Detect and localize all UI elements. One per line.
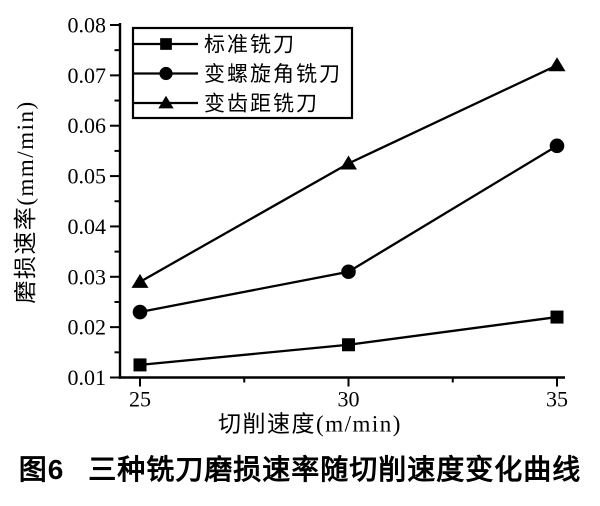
- y-tick-label: 0.03: [68, 264, 107, 289]
- y-axis-ticks: 0.01 0.02 0.03 0.04 0.05 0.06 0.07 0.08: [68, 13, 120, 390]
- y-tick-label: 0.02: [68, 315, 107, 340]
- square-marker: [342, 338, 355, 352]
- figure-label: 图6: [18, 454, 65, 485]
- series-triangle: [131, 57, 566, 288]
- legend-label: 变螺旋角铣刀: [204, 62, 342, 86]
- triangle-marker: [548, 57, 566, 72]
- legend-item: 变螺旋角铣刀: [134, 62, 342, 86]
- x-tick-label: 30: [338, 387, 360, 412]
- series-line: [139, 144, 558, 314]
- wear-rate-chart: 0.01 0.02 0.03 0.04 0.05 0.06 0.07 0.08 25 30 35 切削…: [13, 13, 568, 437]
- legend-label: 标准铣刀: [204, 33, 296, 57]
- legend-item: 标准铣刀: [134, 33, 296, 57]
- x-axis-ticks: 25 30 35: [129, 377, 568, 412]
- series-circle: [132, 138, 565, 320]
- legend-item: 变齿距铣刀: [134, 92, 319, 116]
- y-axis-title: 磨损速率(mm/min): [13, 100, 38, 303]
- y-tick-label: 0.07: [68, 63, 107, 88]
- circle-marker: [341, 264, 356, 280]
- y-tick-label: 0.04: [68, 214, 107, 239]
- series-square: [133, 310, 564, 372]
- legend-label: 变齿距铣刀: [204, 92, 319, 116]
- circle-marker: [549, 138, 565, 154]
- y-tick-label: 0.06: [68, 113, 107, 138]
- figure-caption: 图6 三种铣刀磨损速率随切削速度变化曲线: [0, 448, 600, 492]
- triangle-marker: [131, 273, 149, 288]
- square-marker: [133, 358, 147, 372]
- y-tick-label: 0.08: [68, 13, 107, 38]
- figure-title: 三种铣刀磨损速率随切削速度变化曲线: [88, 454, 582, 485]
- square-marker: [550, 310, 564, 324]
- y-tick-label: 0.01: [68, 365, 107, 390]
- x-axis-title: 切削速度(m/min): [218, 412, 402, 437]
- square-marker: [160, 38, 172, 50]
- triangle-marker: [158, 95, 174, 109]
- y-tick-label: 0.05: [68, 164, 107, 189]
- triangle-marker: [340, 155, 357, 170]
- circle-marker: [159, 66, 173, 81]
- x-tick-label: 25: [129, 387, 151, 412]
- x-tick-label: 35: [546, 387, 568, 412]
- circle-marker: [132, 304, 148, 320]
